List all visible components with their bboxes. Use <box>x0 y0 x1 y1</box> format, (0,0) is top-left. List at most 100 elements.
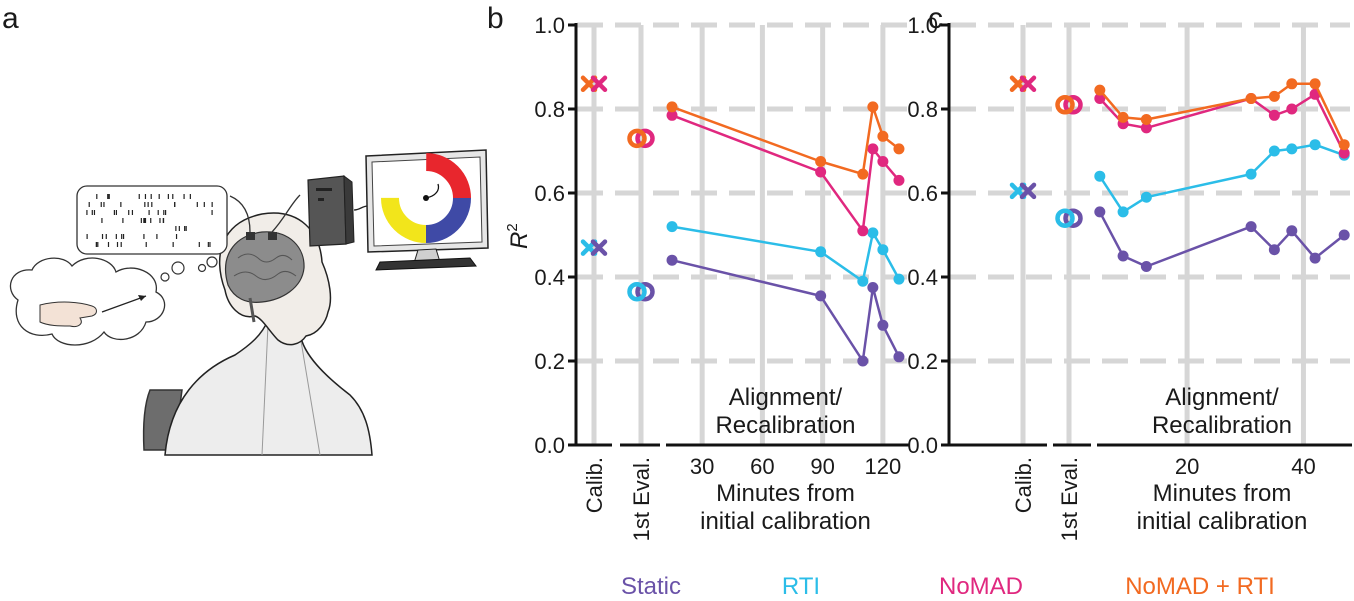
x-tick-label: 120 <box>865 454 902 479</box>
calib-section-label: Calib. <box>1011 457 1036 513</box>
annotation-text: Recalibration <box>1152 412 1292 439</box>
eval-section-label: 1st Eval. <box>629 457 654 541</box>
data-point-nomad <box>1094 93 1106 104</box>
annotation-text: Recalibration <box>715 412 855 439</box>
annotation-text: Alignment/ <box>729 384 843 411</box>
data-point-rti <box>1140 191 1152 203</box>
legend-item-static: Static <box>621 573 681 600</box>
y-tick-label: 0.8 <box>534 97 565 122</box>
panel-b: b 0.0 0.2 0.4 0.6 0.8 1.0 R2 30 60 90 120 Calib. 1st… <box>487 2 910 541</box>
data-point-rti <box>666 221 678 233</box>
gridlines <box>950 22 1350 445</box>
raster-bubble-icon <box>76 185 228 282</box>
x-axis-title: initial calibration <box>700 508 871 535</box>
data-point-nomad_rti <box>1286 78 1298 90</box>
data-point-static <box>1140 261 1152 272</box>
data-point-nomad <box>1140 122 1152 134</box>
series-rti <box>666 221 905 287</box>
eval-point-rti <box>627 281 647 302</box>
x-axis-title: initial calibration <box>1137 508 1308 535</box>
data-point-static <box>1094 206 1106 218</box>
annotation-text: Alignment/ <box>1165 384 1279 411</box>
data-point-nomad_rti <box>1245 93 1257 104</box>
legend-item-nomad_rti: NoMAD + RTI <box>1125 573 1275 600</box>
legend-item-rti: RTI <box>782 573 820 600</box>
data-point-nomad <box>1268 109 1280 121</box>
data-point-nomad_rti <box>857 168 869 180</box>
data-point-nomad <box>666 109 678 121</box>
data-point-static <box>1268 244 1280 256</box>
data-point-rti <box>1094 170 1106 182</box>
eval-point-static <box>635 281 655 302</box>
data-point-nomad_rti <box>1338 139 1350 151</box>
data-point-nomad_rti <box>1140 114 1152 125</box>
hand-icon <box>39 301 97 327</box>
x-axis-title: Minutes from <box>716 480 855 507</box>
data-point-rti <box>1245 168 1257 180</box>
data-point-nomad_rti <box>666 101 678 113</box>
eval-point-nomad_rti <box>627 128 647 149</box>
panel-a: a <box>2 2 489 456</box>
data-point-nomad_rti <box>1309 78 1321 90</box>
y-tick-label: 0.2 <box>907 349 938 374</box>
x-tick-label: 40 <box>1291 454 1315 479</box>
thought-bubble-icon <box>9 257 166 346</box>
data-point-nomad <box>815 166 827 178</box>
data-point-static <box>1245 221 1257 233</box>
series-line-static <box>1098 211 1345 268</box>
data-point-static <box>1117 250 1129 262</box>
y-tick-label: 1.0 <box>534 13 565 38</box>
data-point-static <box>1309 252 1321 264</box>
x-tick-label: 20 <box>1175 454 1199 479</box>
data-point-rti <box>877 244 889 256</box>
series-nomad <box>666 109 905 237</box>
data-point-nomad_rti <box>1094 84 1106 96</box>
electrode-icon <box>229 194 301 240</box>
data-point-nomad_rti <box>893 143 905 155</box>
x-tick-label: 90 <box>810 454 834 479</box>
series-nomad_rti <box>1094 78 1350 151</box>
y-tick-label: 0.2 <box>534 349 565 374</box>
eval-point-rti <box>1055 208 1075 228</box>
data-point-static <box>857 355 869 367</box>
data-point-static <box>815 290 827 302</box>
calib-point-nomad <box>590 75 608 93</box>
data-point-nomad_rti <box>1117 111 1129 123</box>
data-point-nomad <box>867 143 879 155</box>
data-point-static <box>1286 225 1298 237</box>
panel-c-label: c <box>928 2 943 35</box>
data-point-nomad <box>1286 103 1298 115</box>
data-point-nomad <box>893 174 905 186</box>
series-rti <box>1094 139 1350 218</box>
y-tick-label: 0.4 <box>907 265 938 290</box>
series-nomad_rti <box>666 101 905 180</box>
series-line-static <box>671 258 901 363</box>
data-point-rti <box>1268 145 1280 157</box>
data-point-rti <box>1286 143 1298 155</box>
data-point-rti <box>893 273 905 285</box>
data-point-static <box>666 254 678 266</box>
gridlines <box>577 22 910 445</box>
calib-point-static <box>590 239 608 256</box>
eval-point-nomad_rti <box>1055 95 1075 115</box>
data-point-rti <box>1117 206 1129 218</box>
x-tick-label: 30 <box>690 454 714 479</box>
data-point-rti <box>1309 139 1321 151</box>
data-point-nomad_rti <box>877 130 889 142</box>
y-tick-label: 0.8 <box>907 97 938 122</box>
data-point-nomad_rti <box>815 156 827 167</box>
series-line-rti <box>1098 143 1345 214</box>
data-point-nomad_rti <box>867 101 879 113</box>
series-line-nomad_rti <box>1098 82 1346 146</box>
series-line-rti <box>671 225 901 283</box>
legend-item-nomad: NoMAD <box>939 573 1023 600</box>
eval-point-nomad <box>1063 95 1083 115</box>
data-point-static <box>1338 229 1350 241</box>
calib-point-static <box>1019 182 1037 200</box>
y-tick-label: 0.6 <box>534 181 565 206</box>
legend: Static RTI NoMAD NoMAD + RTI <box>621 573 1275 600</box>
data-point-static <box>867 282 879 293</box>
y-tick-label: 0.0 <box>907 433 938 458</box>
calib-point-nomad <box>1019 75 1037 93</box>
